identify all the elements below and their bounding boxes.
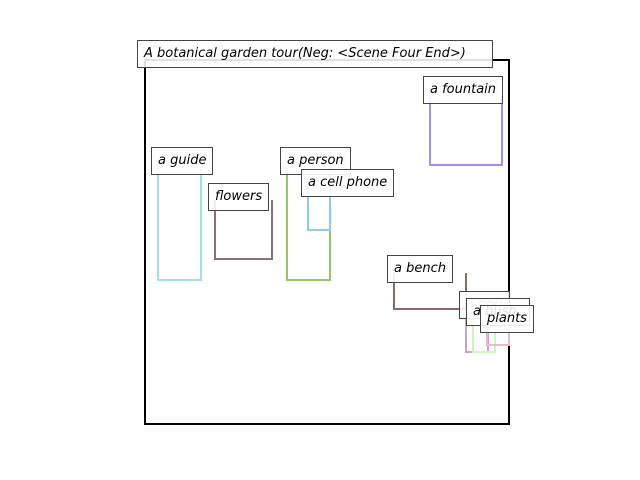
bush-box	[472, 321, 496, 353]
plants-box	[486, 326, 510, 346]
guide-label: a guide	[151, 147, 214, 175]
scene-caption: A botanical garden tour(Neg: <Scene Four…	[137, 40, 493, 68]
cell-phone-box	[307, 186, 331, 231]
plants-label: plants	[480, 305, 534, 333]
cell-phone-label: a cell phone	[301, 169, 395, 197]
flowers-box	[214, 200, 273, 260]
flowers-label: flowers	[208, 183, 270, 211]
fountain-box	[429, 96, 503, 166]
fountain-label: a fountain	[423, 76, 504, 104]
guide-box	[157, 168, 202, 281]
bench-label: a bench	[387, 255, 453, 283]
